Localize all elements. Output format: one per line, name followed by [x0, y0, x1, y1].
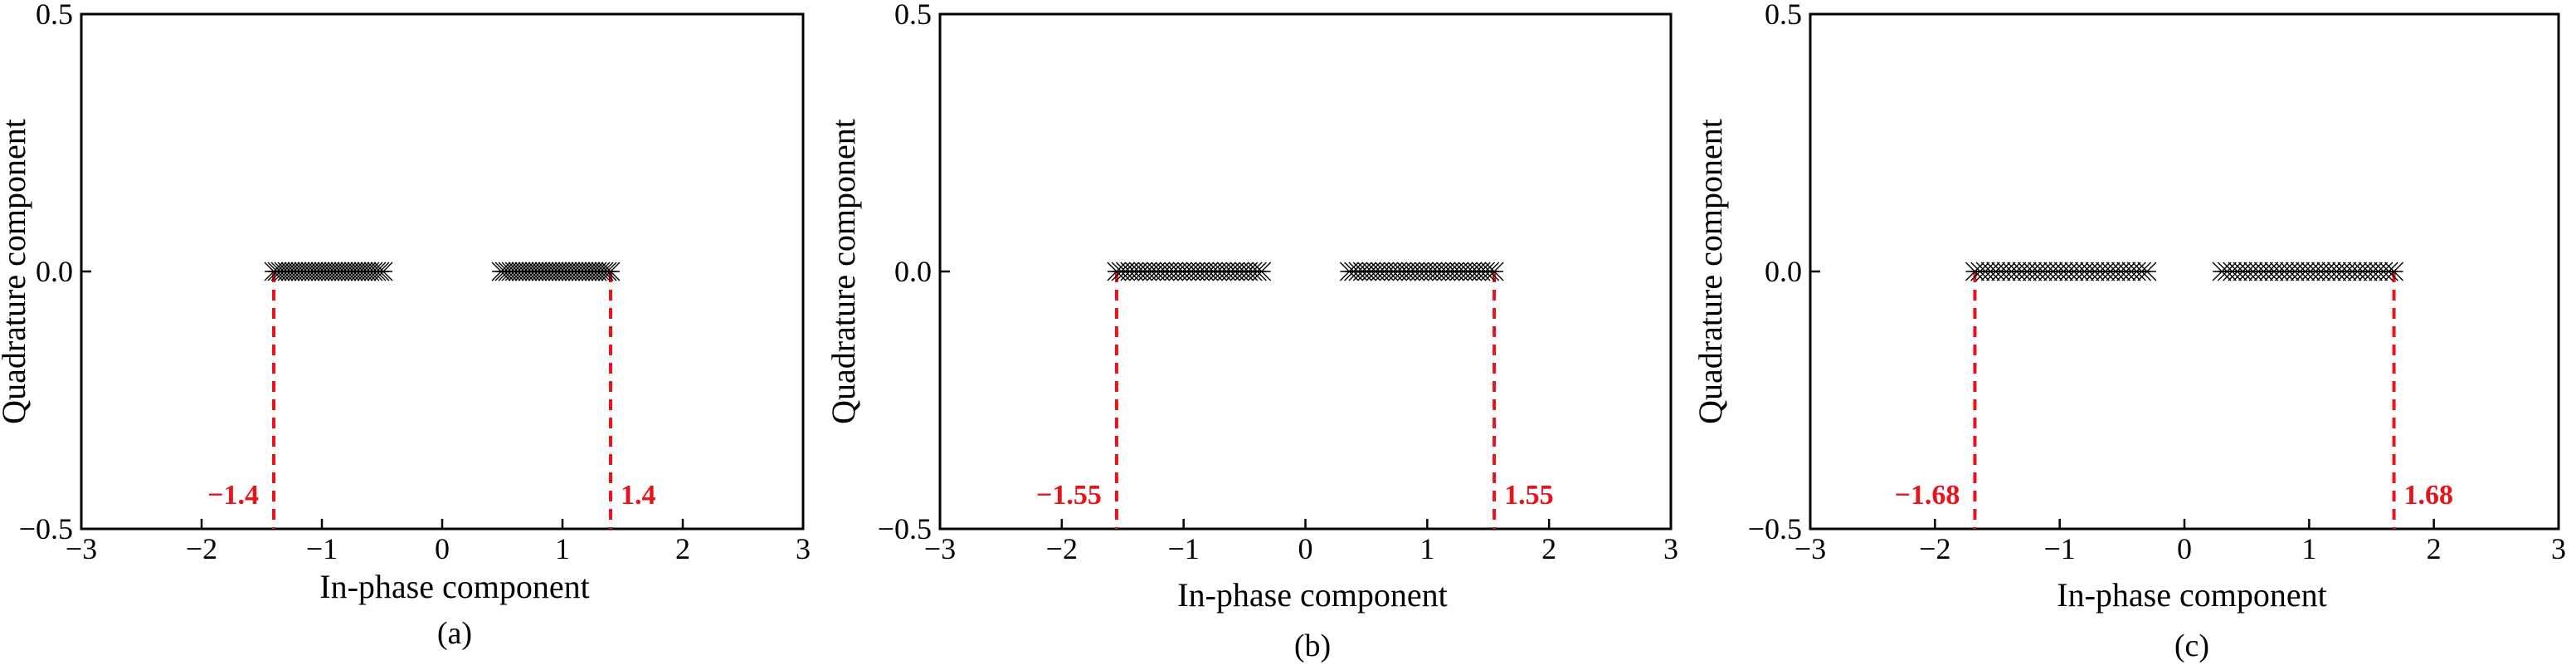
scatter-point	[1252, 262, 1272, 281]
y-tick-label: −0.5	[1748, 512, 1802, 545]
x-tick-label: 3	[796, 532, 811, 565]
y-tick-label: 0.5	[1765, 0, 1802, 31]
x-tick-label: −3	[924, 532, 956, 565]
x-tick-label: −1	[1168, 532, 1200, 565]
x-tick-label: −3	[66, 532, 97, 565]
x-tick-label: 2	[675, 532, 690, 565]
annotation-label: −1.68	[1895, 480, 1960, 511]
x-tick-label: 3	[1663, 532, 1678, 565]
y-tick-label: −0.5	[878, 512, 932, 545]
x-tick-label: −3	[1794, 532, 1826, 565]
annotation-label: −1.4	[207, 480, 259, 511]
x-tick-label: 0	[435, 532, 450, 565]
x-tick-label: 2	[1541, 532, 1556, 565]
annotation-label: 1.55	[1504, 480, 1554, 511]
annotation-label: 1.68	[2404, 480, 2454, 511]
scatter-point	[2384, 262, 2404, 281]
annotation-label: 1.4	[621, 480, 656, 511]
y-tick-label: 0.0	[36, 255, 73, 288]
y-axis-label: Quadrature component	[0, 119, 32, 424]
y-axis-label: Quadrature component	[1692, 119, 1729, 424]
chart-panel: −3 −2 −1 0 1 2 3 −0.5 0.0 0.5 In-phase component Qu…	[1692, 0, 2566, 663]
x-tick-label: 1	[555, 532, 570, 565]
x-axis-label: In-phase component	[1177, 576, 1447, 614]
scatter-point	[601, 262, 621, 281]
y-tick-label: −0.5	[19, 512, 73, 545]
scatter-point	[373, 262, 393, 281]
x-tick-label: 1	[2301, 532, 2316, 565]
x-tick-label: −2	[1046, 532, 1078, 565]
scatter-point	[2137, 262, 2157, 281]
plot-frame	[80, 12, 805, 531]
annotation-label: −1.55	[1036, 480, 1102, 511]
y-axis-label: Quadrature component	[825, 119, 862, 424]
panel-caption: (b)	[1294, 628, 1331, 663]
x-tick-label: 1	[1419, 532, 1434, 565]
y-tick-label: 0.0	[1765, 255, 1802, 288]
x-tick-label: −1	[2044, 532, 2076, 565]
plot-frame	[938, 12, 1673, 531]
panel-caption: (a)	[437, 616, 472, 651]
x-tick-label: 2	[2427, 532, 2442, 565]
scatter-point	[1484, 262, 1504, 281]
x-tick-label: 0	[2177, 532, 2192, 565]
y-tick-label: 0.5	[894, 0, 932, 31]
panel-caption: (c)	[2174, 628, 2209, 663]
x-tick-label: 0	[1298, 532, 1313, 565]
chart-panel: −3 −2 −1 0 1 2 3 −0.5 0.0 0.5 In-phase component Qu…	[825, 0, 1678, 663]
plot-frame	[1809, 12, 2560, 531]
x-axis-label: In-phase component	[2057, 576, 2326, 614]
y-tick-label: 0.0	[894, 255, 932, 288]
x-axis-label: In-phase component	[319, 568, 589, 605]
chart-panel: −3 −2 −1 0 1 2 3 −0.5 0.0 0.5 In-phase component Qu…	[0, 0, 811, 651]
y-tick-label: 0.5	[36, 0, 73, 31]
x-tick-label: −2	[1919, 532, 1950, 565]
x-tick-label: 3	[2551, 532, 2566, 565]
x-tick-label: −2	[186, 532, 217, 565]
x-tick-label: −1	[306, 532, 338, 565]
